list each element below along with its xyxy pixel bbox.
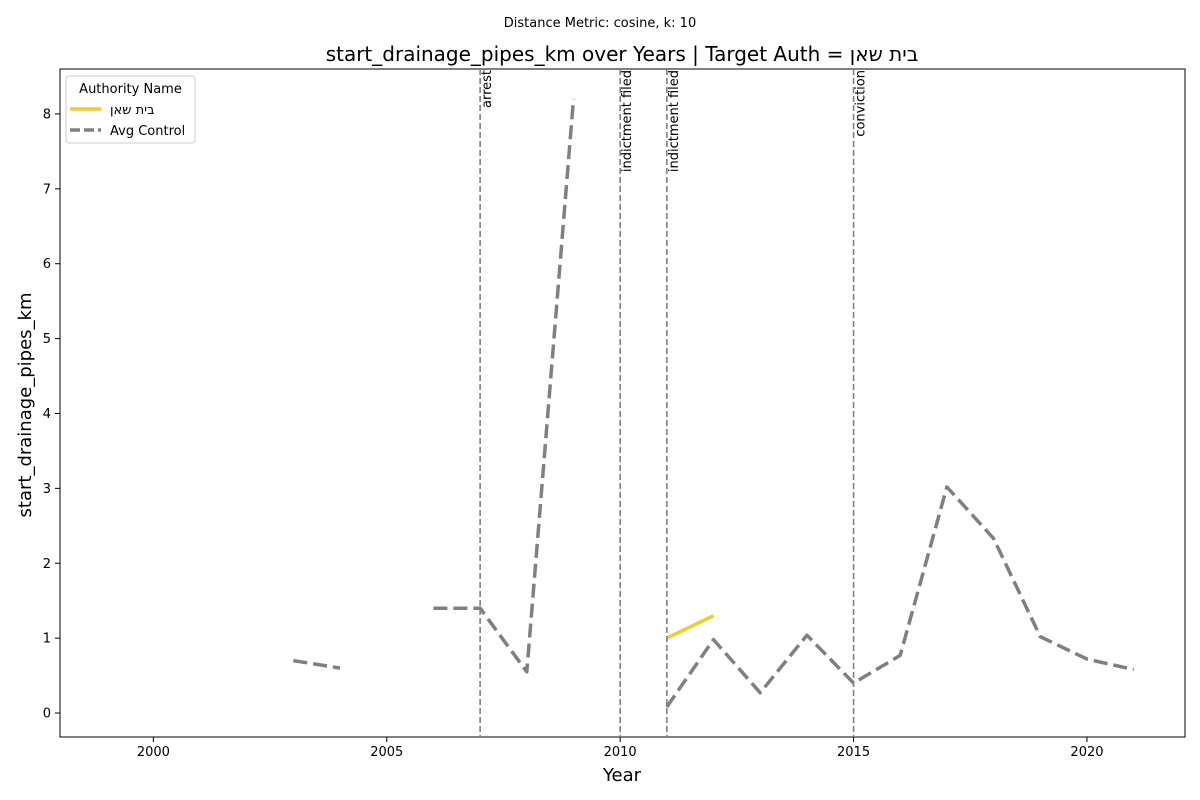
chart-title: start_drainage_pipes_km over Years | Tar… xyxy=(326,42,919,66)
series-line-target xyxy=(666,614,715,640)
event-label: indictment filed xyxy=(667,70,682,172)
y-tick-label: 7 xyxy=(43,182,51,197)
legend-box xyxy=(65,75,196,144)
x-tick-label: 2000 xyxy=(137,745,170,760)
y-tick-label: 2 xyxy=(43,557,51,572)
x-tick-label: 2005 xyxy=(370,745,403,760)
y-tick-label: 1 xyxy=(43,632,51,647)
y-tick-label: 0 xyxy=(43,707,51,722)
legend: Authority Name בית שאן Avg Control xyxy=(65,75,196,144)
y-tick-label: 3 xyxy=(43,482,51,497)
legend-title: Authority Name xyxy=(79,82,182,97)
series-line-avg-control xyxy=(293,658,341,670)
y-tick-label: 8 xyxy=(43,107,51,122)
x-tick-label: 2015 xyxy=(837,745,870,760)
chart-suptitle: Distance Metric: cosine, k: 10 xyxy=(504,16,696,31)
plot-area: 2000 2005 2010 2015 2020 0 1 2 3 4 5 6 7 8 arrest indic… xyxy=(43,68,1186,760)
y-tick-label: 6 xyxy=(43,257,51,272)
x-tick-label: 2010 xyxy=(604,745,637,760)
y-axis-label: start_drainage_pipes_km xyxy=(15,293,36,518)
x-tick-label: 2020 xyxy=(1070,745,1103,760)
event-label: conviction xyxy=(854,70,869,137)
x-axis-label: Year xyxy=(602,765,642,786)
event-label: arrest xyxy=(480,70,495,108)
legend-entry: בית שאן xyxy=(110,103,155,118)
y-tick-label: 4 xyxy=(43,407,51,422)
series-line-avg-control xyxy=(433,98,576,674)
series-line-avg-control xyxy=(665,485,1135,708)
y-tick-label: 5 xyxy=(43,332,51,347)
event-label: indictment filed xyxy=(620,70,635,172)
plot-frame xyxy=(59,68,1186,738)
legend-entry: Avg Control xyxy=(110,124,185,139)
